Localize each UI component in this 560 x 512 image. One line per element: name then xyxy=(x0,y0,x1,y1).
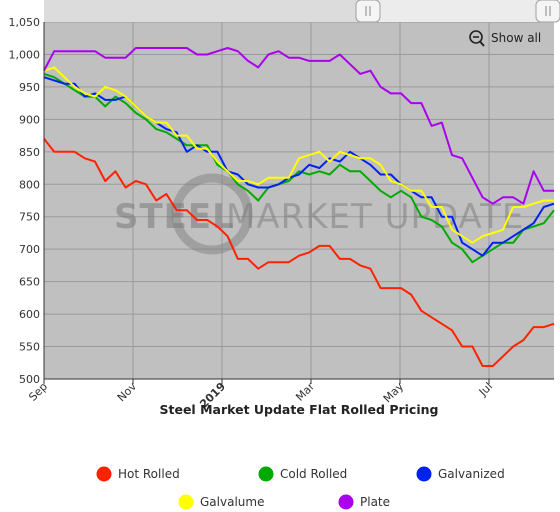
x-tick-label: Nov xyxy=(115,380,140,405)
series-line-hot-rolled xyxy=(43,138,555,367)
y-tick-label: 650 xyxy=(19,276,40,289)
legend-marker xyxy=(96,466,112,482)
legend-marker xyxy=(178,494,194,510)
navigator-left-handle[interactable] xyxy=(355,0,381,23)
legend-marker xyxy=(338,494,354,510)
watermark-bold-text: STEEL xyxy=(114,197,235,237)
legend-item-galvalume[interactable]: Galvalume xyxy=(178,494,265,510)
watermark-logo xyxy=(171,173,253,255)
legend: Hot Rolled Cold Rolled Galvanized Galvalume… xyxy=(96,466,505,510)
range-navigator[interactable] xyxy=(44,0,560,23)
legend-marker xyxy=(258,466,274,482)
legend-label: Galvalume xyxy=(200,495,264,509)
series-line-plate xyxy=(43,47,554,205)
legend-label: Hot Rolled xyxy=(118,467,180,481)
legend-marker xyxy=(416,466,432,482)
watermark: STEEL MARKET UPDATE xyxy=(114,173,524,255)
legend-item-hot-rolled[interactable]: Hot Rolled xyxy=(96,466,180,482)
y-tick-label: 600 xyxy=(19,308,40,321)
y-tick-label: 800 xyxy=(19,178,40,191)
navigator-selection[interactable] xyxy=(368,0,548,22)
y-tick-label: 950 xyxy=(19,81,40,94)
x-tick-label: Jul xyxy=(476,380,495,399)
navigator-right-handle[interactable] xyxy=(535,0,560,23)
zoom-out-icon xyxy=(469,30,485,47)
x-tick-label: Mar xyxy=(293,380,317,404)
legend-label: Plate xyxy=(360,495,390,509)
y-tick-label: 900 xyxy=(19,113,40,126)
legend-item-plate[interactable]: Plate xyxy=(338,494,391,510)
horizontal-gridlines xyxy=(44,21,554,380)
legend-label: Galvanized xyxy=(438,467,505,481)
y-axis-ticks: 500 550 600 650 700 750 800 850 900 950 1,000 1,050 xyxy=(9,16,41,386)
y-tick-label: 500 xyxy=(19,373,40,386)
watermark-light-text: MARKET UPDATE xyxy=(226,197,524,237)
show-all-button[interactable]: Show all xyxy=(469,30,541,47)
legend-item-cold-rolled[interactable]: Cold Rolled xyxy=(258,466,348,482)
show-all-label[interactable]: Show all xyxy=(491,31,541,45)
y-tick-label: 850 xyxy=(19,146,40,159)
y-tick-label: 1,000 xyxy=(9,48,41,61)
plot-area xyxy=(44,22,554,379)
y-tick-label: 700 xyxy=(19,243,40,256)
chart-title: Steel Market Update Flat Rolled Pricing xyxy=(160,402,439,417)
legend-item-galvanized[interactable]: Galvanized xyxy=(416,466,505,482)
legend-label: Cold Rolled xyxy=(280,467,347,481)
y-tick-label: 550 xyxy=(19,341,40,354)
y-tick-label: 750 xyxy=(19,211,40,224)
y-tick-label: 1,050 xyxy=(9,16,41,29)
series-line-galvalume xyxy=(43,66,554,244)
series-line-cold-rolled xyxy=(43,72,555,264)
series-layer xyxy=(43,47,555,367)
